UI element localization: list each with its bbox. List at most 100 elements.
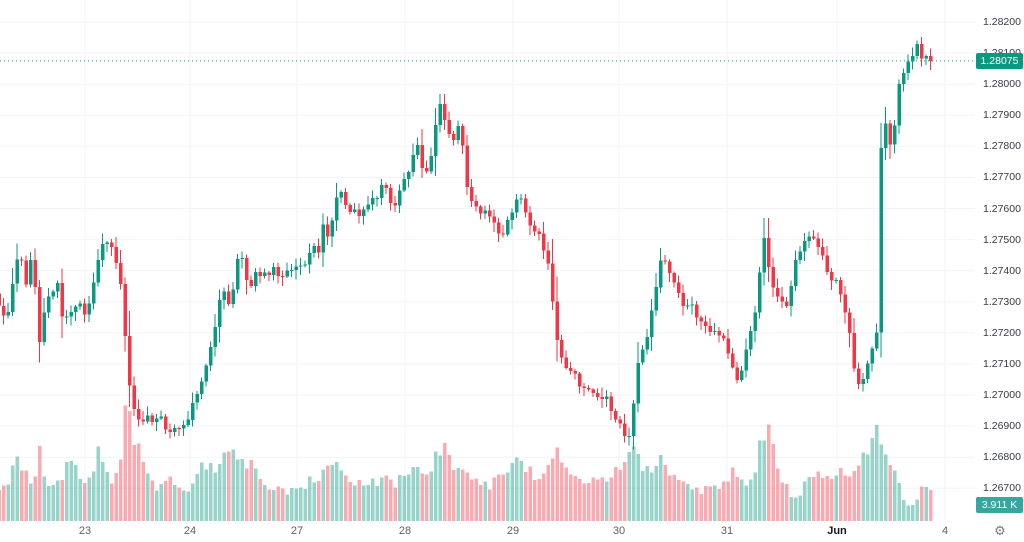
volume-bar: [33, 476, 37, 521]
volume-bar: [523, 471, 528, 521]
candle-body: [375, 197, 379, 199]
volume-bar: [811, 476, 816, 521]
volume-bar: [24, 470, 28, 521]
candle-body: [658, 260, 663, 288]
volume-bar: [600, 477, 604, 521]
settings-gear-icon[interactable]: ⚙: [988, 522, 1012, 540]
volume-bar: [883, 454, 888, 521]
volume-bar: [780, 482, 784, 521]
candle-body: [379, 185, 384, 198]
candle-body: [123, 283, 127, 336]
candle-body: [312, 246, 316, 254]
volume-bar: [343, 475, 348, 521]
volume-bar: [312, 482, 316, 521]
volume-bar: [456, 468, 460, 521]
candle-body: [825, 255, 829, 272]
volume-bar: [442, 443, 447, 521]
candle-body: [546, 250, 550, 264]
candle-body: [442, 104, 447, 121]
candle-body: [145, 415, 150, 422]
candle-wick: [687, 298, 688, 310]
candle-body: [330, 220, 334, 237]
volume-bar: [892, 470, 897, 521]
candle-body: [771, 266, 775, 288]
candle-body: [604, 396, 609, 400]
volume-bar: [474, 478, 478, 521]
volume-bar: [672, 474, 676, 521]
candle-wick: [147, 406, 148, 424]
candle-body: [231, 289, 235, 304]
candle-body: [847, 312, 852, 334]
volume-bar: [60, 480, 64, 521]
candle-body: [807, 236, 811, 241]
candle-body: [915, 43, 919, 56]
candle-body: [366, 204, 370, 210]
candle-body: [15, 259, 19, 284]
candle-body: [613, 411, 618, 420]
candle-body: [514, 199, 519, 213]
candle-body: [258, 271, 262, 276]
candle-body: [163, 416, 168, 430]
volume-bar: [622, 462, 627, 521]
candle-wick: [367, 196, 369, 212]
candle-body: [505, 219, 510, 235]
volume-bar: [118, 459, 123, 521]
volume-bar: [244, 468, 249, 521]
candle-body: [456, 126, 460, 140]
volume-bar: [384, 475, 388, 521]
candle-body: [55, 283, 60, 292]
candle-body: [24, 260, 28, 285]
candle-body: [631, 403, 636, 436]
volume-bar: [514, 457, 519, 521]
candle-body: [892, 125, 897, 145]
volume-bar: [568, 474, 573, 521]
volume-bar: [748, 479, 753, 521]
candle-body: [708, 325, 712, 332]
candle-wick: [426, 160, 427, 174]
time-axis-label: 29: [506, 525, 520, 537]
volume-bar: [231, 449, 235, 521]
candle-wick: [106, 241, 108, 253]
volume-bar: [168, 476, 172, 521]
volume-bar: [586, 482, 591, 521]
candle-body: [186, 419, 190, 425]
candle-wick: [304, 260, 306, 268]
volume-bar: [303, 489, 307, 521]
candle-body: [285, 270, 289, 277]
volume-bar: [717, 488, 721, 521]
candle-body: [447, 120, 451, 135]
volume-bar: [298, 487, 303, 521]
candle-body: [672, 273, 676, 283]
price-axis[interactable]: 1.282001.281001.280001.279001.278001.277…: [975, 0, 1024, 521]
volume-bar: [775, 468, 780, 521]
gear-glyph: ⚙: [994, 523, 1006, 538]
candle-body: [870, 348, 874, 364]
candle-body: [280, 276, 285, 278]
volume-bar: [636, 453, 640, 521]
candle-body: [127, 335, 132, 386]
time-axis[interactable]: 23 24 27 28 29 30 31 Jun 4: [0, 521, 975, 542]
volume-bar: [564, 467, 568, 521]
candle-body: [852, 333, 856, 369]
candle-body: [492, 216, 496, 223]
volume-bar: [757, 440, 762, 521]
volume-bar: [802, 481, 807, 521]
candle-body: [136, 408, 141, 420]
candle-body: [348, 204, 352, 212]
volume-bar: [856, 465, 861, 521]
volume-bar: [334, 462, 339, 521]
candle-body: [411, 154, 415, 172]
candle-wick: [286, 262, 288, 279]
volume-bar: [91, 471, 96, 521]
candle-body: [249, 280, 253, 286]
candle-body: [159, 416, 163, 419]
volume-bar: [528, 466, 532, 521]
volume-bar: [829, 478, 834, 521]
candle-body: [361, 209, 366, 216]
volume-bar: [10, 465, 15, 521]
candle-body: [321, 224, 325, 253]
volume-bar: [690, 489, 694, 521]
time-axis-label: 24: [183, 525, 197, 537]
volume-bar: [681, 481, 685, 521]
